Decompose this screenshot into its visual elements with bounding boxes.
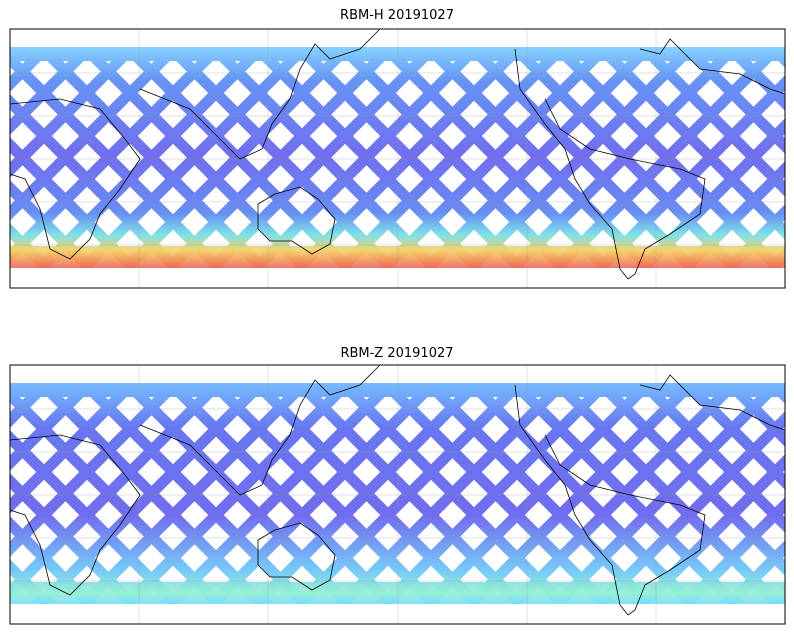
orbit-track	[37, 383, 266, 604]
coastline	[514, 48, 706, 280]
coastline	[639, 38, 786, 95]
orbit-track	[381, 383, 610, 604]
orbit-track	[10, 516, 94, 604]
orbit-track	[467, 383, 696, 604]
orbit-track	[338, 47, 567, 268]
track-group	[0, 383, 785, 604]
map-panel	[0, 28, 786, 289]
orbit-track	[0, 383, 4, 604]
orbit-track	[252, 47, 481, 268]
orbit-track	[209, 383, 438, 604]
orbit-track	[725, 383, 785, 447]
coastline	[639, 374, 786, 431]
orbit-track	[338, 383, 567, 604]
orbit-track	[0, 383, 4, 604]
coastline	[9, 98, 141, 260]
orbit-track	[10, 383, 94, 471]
map-title: RBM-Z 20191027	[340, 346, 453, 361]
orbit-track	[639, 118, 785, 268]
orbit-track	[553, 383, 782, 604]
coastline	[257, 186, 336, 255]
orbit-track	[10, 47, 137, 178]
orbit-track	[166, 383, 395, 604]
orbit-track	[10, 383, 223, 600]
orbit-track	[166, 47, 395, 268]
orbit-track	[682, 161, 785, 268]
orbit-track	[252, 383, 481, 604]
orbit-track	[467, 47, 696, 268]
coastline	[139, 364, 381, 496]
orbit-track	[209, 47, 438, 268]
swath-band	[10, 582, 785, 604]
map-panel	[0, 364, 786, 625]
coastline	[514, 384, 706, 616]
orbit-track	[596, 411, 785, 604]
orbit-track	[10, 180, 94, 268]
swath-band	[10, 47, 785, 61]
orbit-track	[596, 75, 785, 268]
orbit-track	[682, 383, 785, 490]
swath-band	[10, 383, 785, 397]
orbit-track	[725, 47, 785, 111]
orbit-track	[725, 204, 785, 268]
track-group	[0, 47, 785, 268]
orbit-track	[123, 383, 352, 604]
orbit-track	[0, 47, 4, 268]
orbit-track	[0, 47, 4, 268]
coastline	[257, 522, 336, 591]
orbit-track	[295, 383, 524, 604]
orbit-track	[682, 497, 785, 604]
orbit-track	[682, 47, 785, 154]
orbit-track	[424, 47, 653, 268]
orbit-track	[37, 47, 266, 268]
swath-band	[10, 246, 785, 268]
orbit-track	[123, 47, 352, 268]
coastline	[9, 434, 141, 596]
map-frame	[9, 28, 786, 289]
orbit-track	[553, 47, 782, 268]
map-frame	[9, 364, 786, 625]
orbit-track	[10, 47, 223, 264]
orbit-track	[10, 383, 137, 514]
coastline	[139, 28, 381, 160]
orbit-track	[381, 47, 610, 268]
orbit-track	[424, 383, 653, 604]
map-title: RBM-H 20191027	[340, 8, 454, 23]
orbit-track	[725, 540, 785, 604]
orbit-track	[639, 454, 785, 604]
orbit-track	[10, 47, 94, 135]
orbit-track	[295, 47, 524, 268]
